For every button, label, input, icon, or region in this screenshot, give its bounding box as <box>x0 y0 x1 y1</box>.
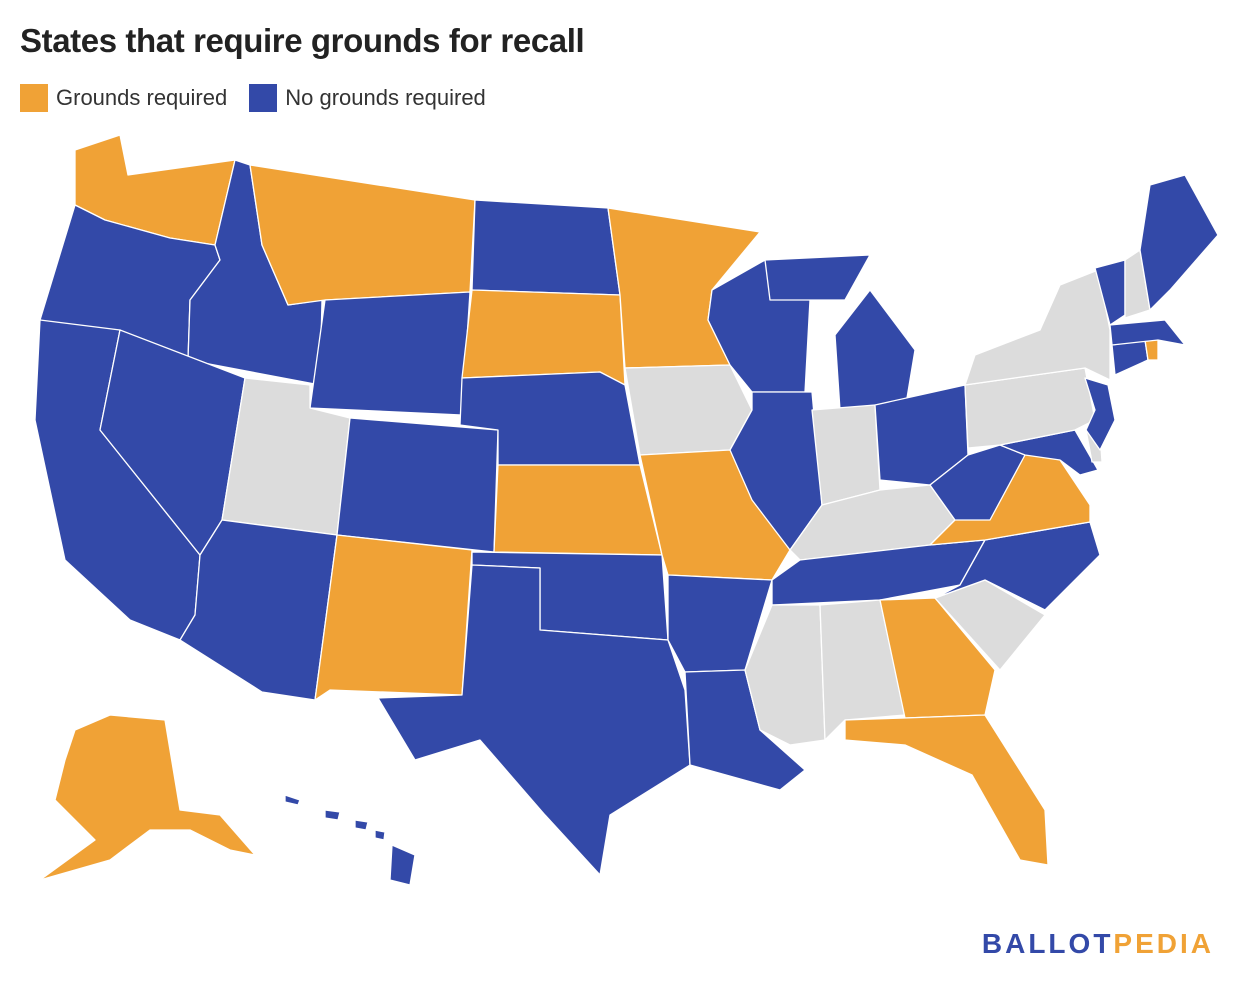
legend-swatch-grounds <box>20 84 48 112</box>
state-ct <box>1111 339 1149 376</box>
state-in <box>811 404 881 506</box>
state-ia <box>624 364 753 456</box>
state-mt <box>249 164 476 306</box>
state-fl <box>844 714 1049 866</box>
ballotpedia-logo: BALLOTPEDIA <box>982 928 1214 960</box>
state-me <box>1139 174 1219 311</box>
logo-text-pedia: PEDIA <box>1113 928 1214 959</box>
legend-item-grounds: Grounds required <box>20 84 227 112</box>
state-mi <box>764 254 916 411</box>
state-wy <box>309 291 471 416</box>
state-nm <box>314 534 473 701</box>
legend: Grounds required No grounds required <box>20 84 508 112</box>
state-co <box>336 417 499 553</box>
state-sd <box>461 289 626 386</box>
state-ma <box>1109 319 1186 346</box>
state-ks <box>493 464 663 556</box>
state-al <box>819 599 906 741</box>
legend-label-grounds: Grounds required <box>56 85 228 110</box>
state-hi <box>284 794 416 886</box>
state-ny <box>964 269 1111 386</box>
legend-swatch-no-grounds <box>249 84 278 112</box>
chart-title: States that require grounds for recall <box>20 22 585 59</box>
state-ri <box>1144 339 1159 361</box>
logo-text-ballot: BALLOT <box>981 928 1114 959</box>
state-nj <box>1084 377 1116 451</box>
state-ga <box>879 597 996 719</box>
state-nd <box>471 199 621 296</box>
state-ak <box>39 714 256 881</box>
state-tx <box>377 564 691 876</box>
legend-item-no-grounds: No grounds required <box>249 84 486 112</box>
legend-label-no-grounds: No grounds required <box>285 85 486 110</box>
